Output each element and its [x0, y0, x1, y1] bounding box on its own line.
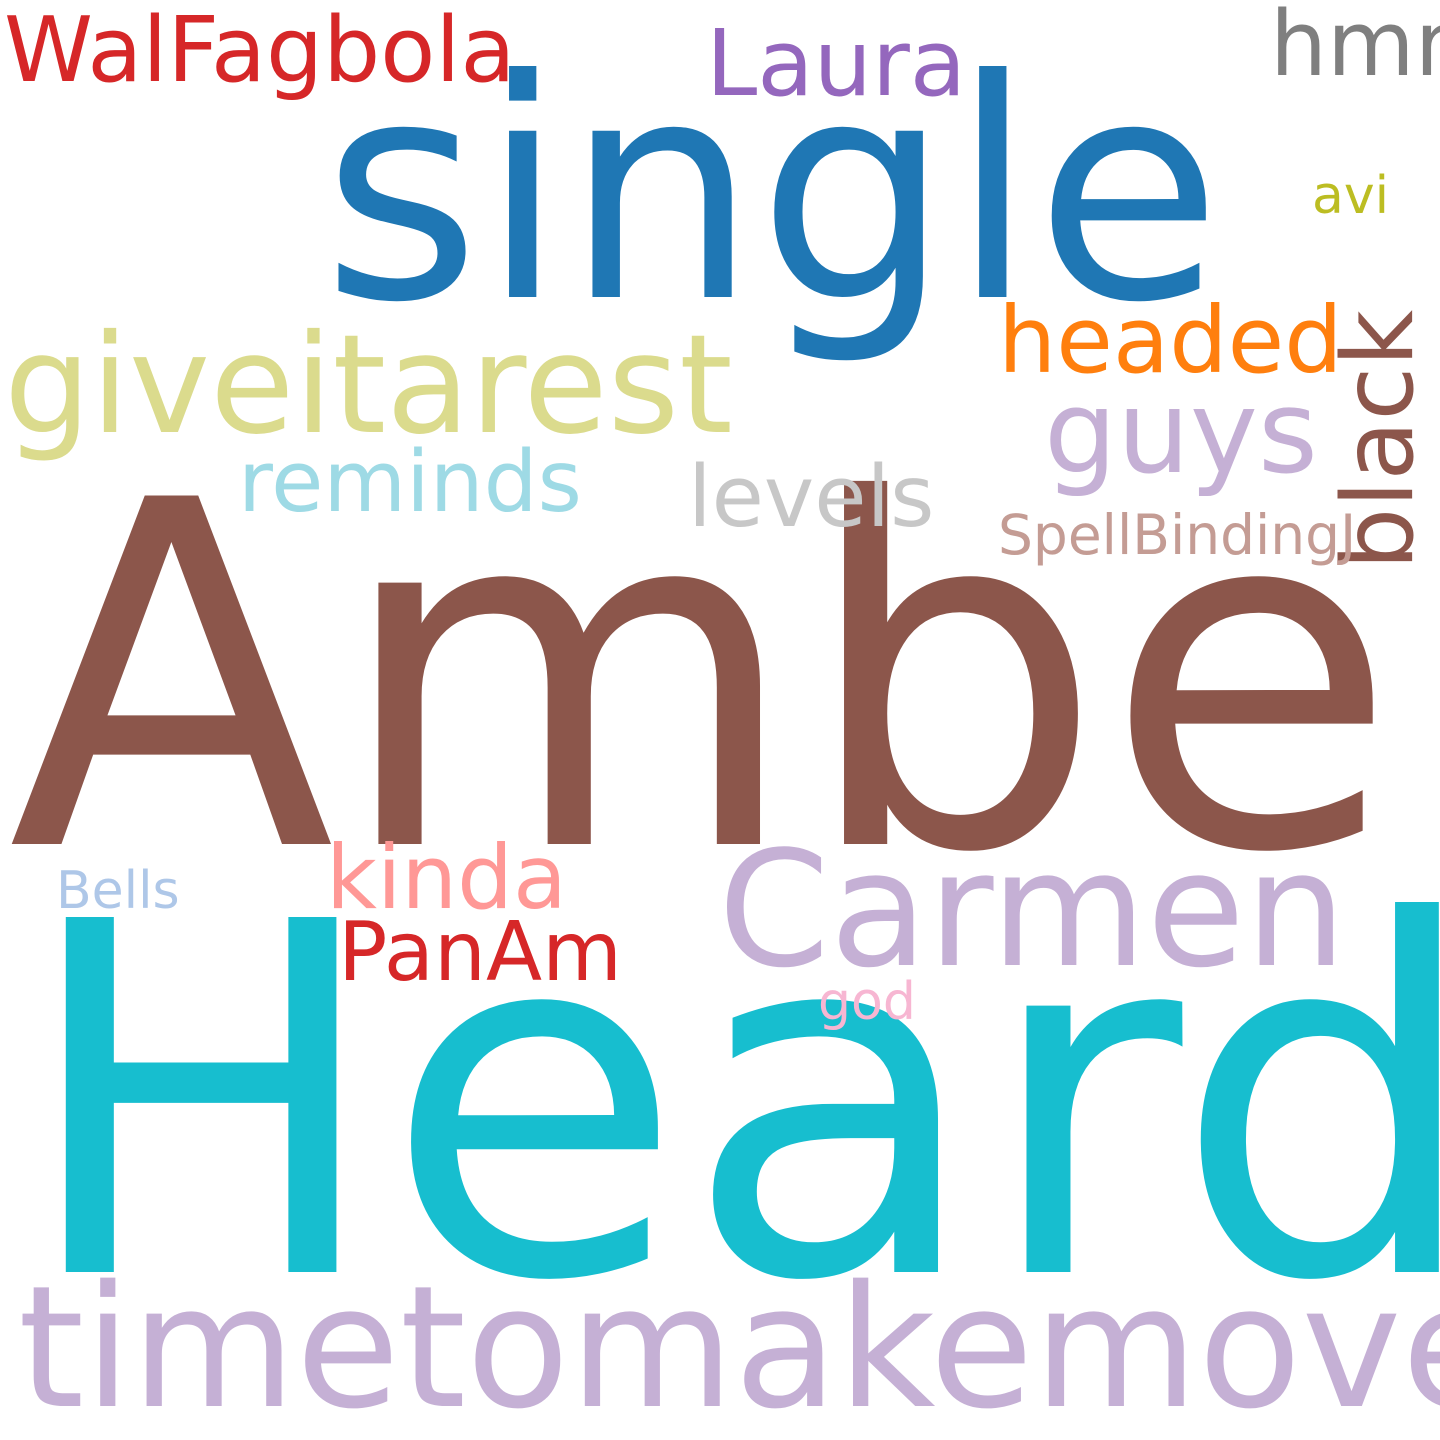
word-amber: Amber: [8, 400, 1440, 957]
word-guys: guys: [1044, 366, 1318, 500]
word-giveitarest: giveitarest: [4, 306, 733, 465]
word-laura: Laura: [706, 10, 967, 117]
word-god: god: [818, 972, 916, 1032]
word-heard: Heard: [18, 820, 1440, 1387]
word-avi: avi: [1312, 166, 1390, 226]
word-levels: levels: [688, 448, 935, 547]
word-reminds: reminds: [238, 433, 582, 532]
word-walfagbola: WalFagbola: [4, 0, 516, 103]
word-kinda: kinda: [326, 826, 567, 929]
word-timetomakemoves: timetomakemoves: [18, 1249, 1440, 1440]
word-hmm: hmm: [1270, 0, 1440, 97]
word-spellbindingj: SpellBindingJ: [998, 503, 1357, 567]
word-single: single: [322, 15, 1222, 369]
word-headed: headed: [998, 287, 1343, 394]
word-panam: PanAm: [338, 905, 622, 1000]
word-carmen: Carmen: [718, 816, 1347, 1003]
word-bells: Bells: [56, 861, 180, 921]
